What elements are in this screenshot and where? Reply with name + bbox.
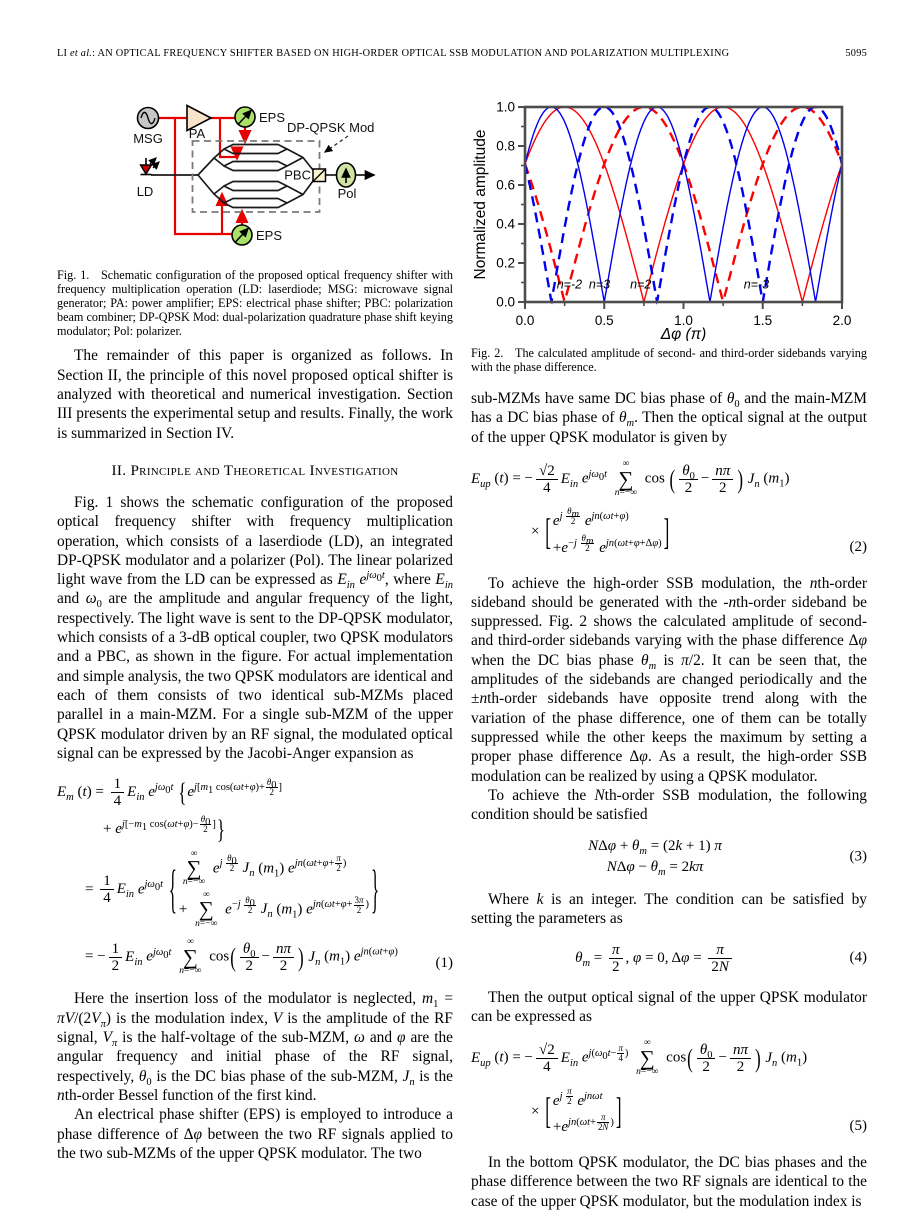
equation-5-line1: Eup (t) = − √2 4 Ein ej(ω0t− π 4) ∞ ∑ n=−∞ cos(… [471,1038,808,1078]
figure2-caption: Fig. 2. The calculated amplitude of seco… [471,346,867,375]
equation-1-line4: = −1 2 Ein ejω0t ∞ ∑ n=−∞ cos(θ0 2− nπ 2) Jn (m… [85,937,398,976]
pbc-icon [312,168,327,183]
figure1-caption: Fig. 1. Schematic configuration of the p… [57,268,453,339]
equation-2-line1: Eup (t) = − √2 4 Ein ejω0t ∞ ∑ n=−∞ cos (θ0 2−… [471,459,790,498]
paragraph-integer-k: Where k is an integer. The condition can… [471,890,867,928]
ld-label: LD [137,184,154,199]
equation-1-line3: = 1 4 Ein ejω0t {∞ ∑ n=−∞ ej θ0 2 Jn (m1) ejn… [85,848,380,929]
left-column: MSG PA EPS DP-QPSK Mod LD PBC Pol EPS Fi… [57,95,453,1163]
paragraph-ssb: To achieve the high-order SSB modulation… [471,574,867,785]
equation-1-line2: + ej[−m1 cos(ωt+φ)− θ0 2]} [103,814,225,845]
fig2-chart: 0.0 0.5 1.0 1.5 2.0 0.0 0.2 0.4 0.6 0.8 1.0 n=-2 n=3… [472,100,852,342]
running-head-title: LI et al.: AN OPTICAL FREQUENCY SHIFTER … [57,48,730,59]
equation-2-number: (2) [849,538,868,555]
equation-4-number: (4) [849,949,868,966]
equation-1-number: (1) [435,954,454,971]
dp-qpsk-mod-label: DP-QPSK Mod [287,120,374,135]
eps-bottom-label: EPS [256,228,282,243]
y-axis-label: Normalized amplitude [472,130,489,280]
pbc-label: PBC [284,168,311,183]
equation-3-number: (3) [849,848,868,865]
msg-label: MSG [133,131,163,146]
x-tick-label: 1.5 [753,313,772,328]
right-column: 0.0 0.5 1.0 1.5 2.0 0.0 0.2 0.4 0.6 0.8 1.0 n=-2 n=3… [471,95,867,1211]
figure1-schematic: MSG PA EPS DP-QPSK Mod LD PBC Pol EPS [133,104,376,246]
y-tick-label: 0.2 [496,256,515,271]
pol-label: Pol [338,186,357,201]
eps-top-icon [234,106,256,128]
equation-3-line1: NΔφ + θm = (2k + 1) π [588,838,722,858]
paragraph-definitions: Here the insertion loss of the modulator… [57,990,454,1104]
msg-icon [136,106,160,130]
y-tick-label: 0.8 [496,139,515,154]
ld-icon [139,157,160,176]
equation-2-line2: × [ej θm 2 ejn(ωt+φ) +e−j θm 2 ejn(ωt+φ+Δφ)… [531,506,670,556]
paragraph-eps: An electrical phase shifter (EPS) is emp… [57,1106,453,1162]
paragraph-output: Then the output optical signal of the up… [471,988,867,1026]
electrical-wires [158,116,252,236]
x-tick-label: 2.0 [833,313,852,328]
paragraph-submzm: sub-MZMs have same DC bias phase of θ0 a… [471,390,867,446]
paragraph-fig1-desc: Fig. 1 shows the schematic configuration… [57,493,453,762]
paragraph-bottom-qpsk: In the bottom QPSK modulator, the DC bia… [471,1153,867,1210]
equation-1-line1: Em (t) = 1 4 Ein ejω0t {ej[m1 cos(ωt+φ)+ θ0… [57,776,283,810]
equation-1: Em (t) = 1 4 Ein ejω0t {ej[m1 cos(ωt+φ)+ θ0… [57,776,453,976]
equation-5: Eup (t) = − √2 4 Ein ej(ω0t− π 4) ∞ ∑ n=−∞ cos(… [471,1039,867,1139]
x-axis-label: Δφ (π) [660,326,707,341]
equation-2: Eup (t) = − √2 4 Ein ejω0t ∞ ∑ n=−∞ cos (θ0 2−… [471,460,867,560]
optical-waveguides [151,143,376,209]
annotation-n=-2: n=-2 [557,277,582,291]
pa-icon [186,104,213,132]
running-head: LI et al.: AN OPTICAL FREQUENCY SHIFTER … [57,48,867,59]
pol-icon [335,162,357,188]
annotation-n=3: n=3 [589,277,610,291]
curve-n=-3 [523,105,844,305]
x-tick-label: 0.0 [516,313,535,328]
x-tick-label: 0.5 [595,313,614,328]
eps-bottom-icon [231,224,253,246]
page-number: 5095 [845,48,867,59]
annotation-n=2: n=2 [630,277,651,291]
y-tick-label: 0.0 [496,295,515,310]
y-tick-label: 1.0 [496,100,515,115]
x-tick-label: 1.0 [674,313,693,328]
eps-top-label: EPS [259,110,285,125]
equation-3: NΔφ + θm = (2k + 1) π NΔφ − θm = 2kπ (3) [471,837,868,879]
equation-3-line2: NΔφ − θm = 2kπ [606,859,704,879]
dp-qpsk-pointer [323,135,349,153]
paragraph-intro: The remainder of this paper is organized… [57,347,453,442]
paragraph-nth-order: To achieve the Nth-order SSB modulation,… [471,786,868,824]
y-tick-label: 0.4 [496,217,515,232]
y-tick-label: 0.6 [496,178,515,193]
section-heading-2: II. Principle and Theoretical Investigat… [111,461,399,479]
equation-5-number: (5) [849,1118,868,1135]
annotation-n=-3: n=-3 [744,277,769,291]
pa-label: PA [189,126,206,141]
